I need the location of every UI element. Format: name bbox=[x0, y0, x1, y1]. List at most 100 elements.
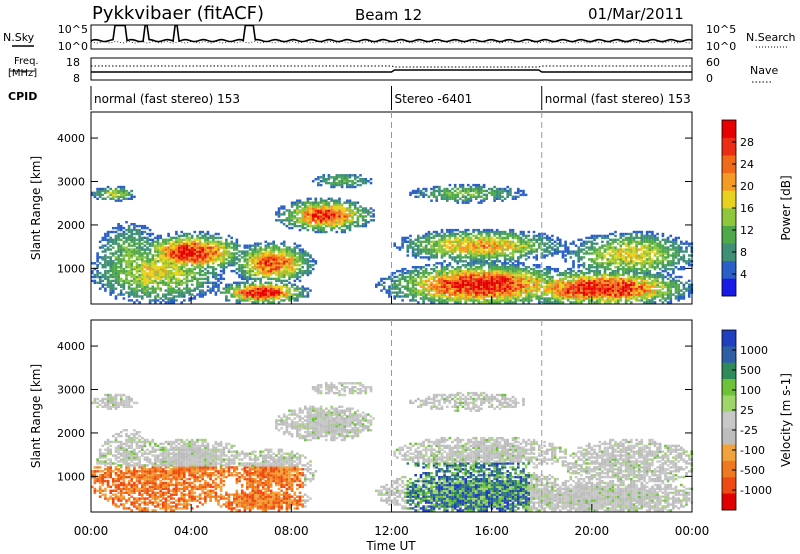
heatmap-cell bbox=[519, 293, 523, 296]
heatmap-cell bbox=[296, 271, 299, 275]
heatmap-cell bbox=[601, 246, 604, 249]
heatmap-cell bbox=[474, 258, 478, 261]
heatmap-cell bbox=[580, 291, 583, 294]
heatmap-cell bbox=[177, 295, 181, 298]
heatmap-cell bbox=[256, 242, 260, 245]
heatmap-cell bbox=[585, 283, 588, 286]
heatmap-cell bbox=[130, 271, 133, 275]
heatmap-cell bbox=[264, 295, 268, 298]
heatmap-cell bbox=[448, 189, 452, 193]
heatmap-cell bbox=[532, 289, 536, 292]
heatmap-cell bbox=[501, 244, 504, 247]
heatmap-cell bbox=[485, 281, 488, 284]
heatmap-cell bbox=[125, 273, 128, 277]
heatmap-cell bbox=[164, 256, 168, 259]
heatmap-cell bbox=[159, 244, 162, 247]
heatmap-cell bbox=[522, 244, 525, 247]
heatmap-cell bbox=[488, 275, 491, 279]
heatmap-cell bbox=[280, 205, 283, 208]
heatmap-cell bbox=[446, 277, 449, 281]
heatmap-cell bbox=[590, 264, 594, 267]
heatmap-cell bbox=[493, 281, 496, 284]
heatmap-cell bbox=[572, 277, 575, 281]
heatmap-cell bbox=[243, 285, 247, 288]
heatmap-cell bbox=[148, 295, 152, 298]
heatmap-cell bbox=[582, 240, 586, 243]
heatmap-cell bbox=[248, 271, 252, 275]
heatmap-cell bbox=[243, 277, 247, 281]
heatmap-cell bbox=[209, 287, 212, 290]
heatmap-cell bbox=[288, 215, 291, 218]
heatmap-cell bbox=[288, 226, 291, 230]
heatmap-cell bbox=[198, 244, 202, 247]
heatmap-cell bbox=[254, 252, 257, 255]
heatmap-cell bbox=[164, 289, 168, 292]
heatmap-cell bbox=[527, 246, 531, 249]
heatmap-cell bbox=[467, 269, 470, 273]
heatmap-cell bbox=[256, 297, 260, 300]
heatmap-cell bbox=[524, 234, 528, 238]
heatmap-cell bbox=[522, 238, 525, 241]
heatmap-cell bbox=[175, 246, 178, 249]
heatmap-cell bbox=[427, 252, 431, 255]
heatmap-cell bbox=[609, 283, 612, 286]
heatmap-cell bbox=[432, 250, 436, 253]
heatmap-cell bbox=[280, 271, 283, 275]
heatmap-cell bbox=[146, 226, 149, 230]
heatmap-cell bbox=[217, 283, 220, 286]
heatmap-cell bbox=[130, 260, 133, 263]
heatmap-cell bbox=[451, 293, 454, 296]
heatmap-cell bbox=[109, 293, 112, 296]
heatmap-cell bbox=[501, 273, 504, 277]
heatmap-cell bbox=[246, 289, 249, 292]
heatmap-cell bbox=[177, 271, 181, 275]
heatmap-cell bbox=[141, 289, 144, 292]
heatmap-cell bbox=[146, 254, 149, 257]
heatmap-cell bbox=[438, 189, 441, 193]
heatmap-cell bbox=[301, 217, 304, 220]
heatmap-cell bbox=[551, 275, 554, 279]
heatmap-cell bbox=[277, 295, 281, 298]
heatmap-cell bbox=[472, 250, 475, 253]
heatmap-cell bbox=[148, 242, 152, 245]
heatmap-cell bbox=[448, 236, 452, 240]
heatmap-cell bbox=[367, 180, 370, 183]
heatmap-cell bbox=[498, 232, 502, 236]
heatmap-cell bbox=[577, 295, 580, 298]
heatmap-cell bbox=[167, 301, 170, 304]
heatmap-cell bbox=[582, 287, 586, 290]
heatmap-cell bbox=[298, 224, 302, 228]
heatmap-cell bbox=[398, 246, 402, 249]
heatmap-cell bbox=[280, 285, 283, 288]
heatmap-cell bbox=[424, 252, 428, 255]
heatmap-cell bbox=[277, 207, 281, 210]
heatmap-cell bbox=[130, 289, 133, 292]
heatmap-cell bbox=[488, 266, 491, 269]
heatmap-cell bbox=[498, 246, 502, 249]
heatmap-cell bbox=[193, 256, 197, 259]
heatmap-cell bbox=[490, 260, 494, 263]
heatmap-cell bbox=[396, 269, 399, 273]
heatmap-cell bbox=[330, 197, 333, 200]
heatmap-cell bbox=[467, 273, 470, 277]
heatmap-cell bbox=[485, 289, 488, 292]
heatmap-cell bbox=[122, 226, 126, 230]
heatmap-cell bbox=[514, 244, 517, 247]
heatmap-cell bbox=[340, 213, 344, 216]
heatmap-cell bbox=[543, 285, 546, 288]
heatmap-cell bbox=[403, 293, 407, 296]
heatmap-cell bbox=[156, 234, 160, 238]
heatmap-cell bbox=[485, 273, 488, 277]
heatmap-cell bbox=[172, 258, 176, 261]
heatmap-cell bbox=[330, 215, 333, 218]
heatmap-cell bbox=[159, 301, 162, 304]
heatmap-cell bbox=[290, 297, 294, 300]
heatmap-cell bbox=[422, 193, 425, 197]
heatmap-cell bbox=[569, 279, 573, 283]
heatmap-cell bbox=[225, 252, 228, 255]
heatmap-cell bbox=[114, 250, 118, 253]
heatmap-cell bbox=[482, 277, 486, 281]
heatmap-cell bbox=[183, 269, 186, 273]
heatmap-cell bbox=[603, 295, 607, 298]
heatmap-cell bbox=[183, 256, 186, 259]
